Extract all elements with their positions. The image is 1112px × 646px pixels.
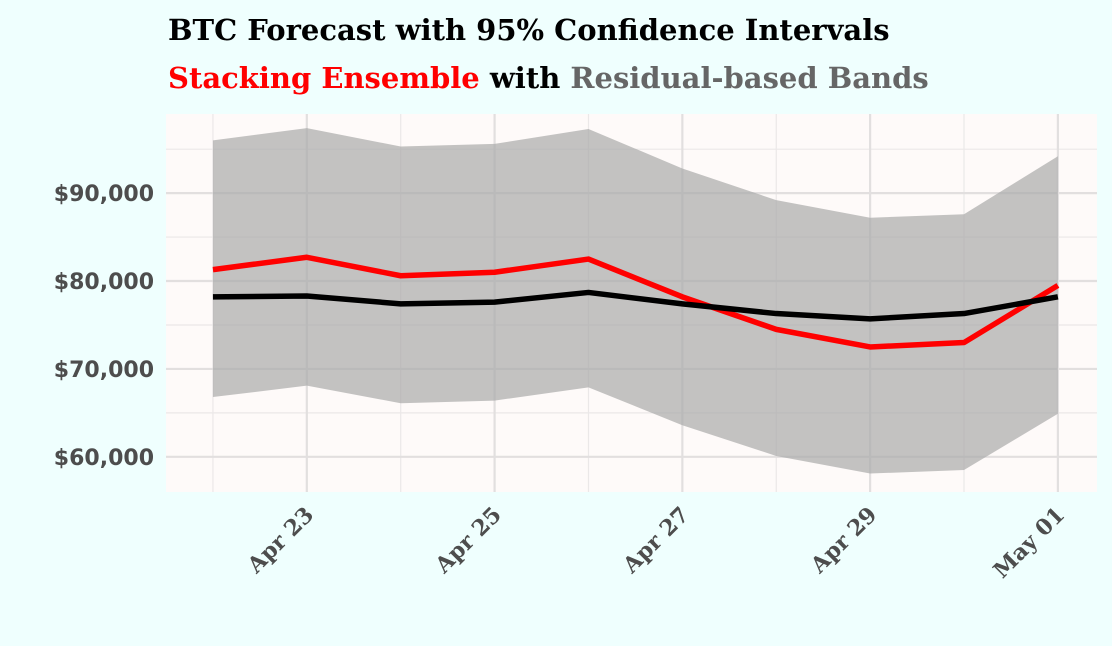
- y-tick-label: $80,000: [54, 270, 154, 295]
- plot-area: $60,000 $70,000 $80,000 $90,000 Apr 23 Apr 25…: [54, 114, 1097, 584]
- x-tick-label: Apr 25: [430, 502, 507, 579]
- series-line-1: [212, 289, 1059, 322]
- subtitle-part-with: with: [480, 61, 571, 95]
- x-tick-label: May 01: [988, 502, 1070, 584]
- series-line-0: [212, 254, 1060, 350]
- subtitle-part-ensemble: Stacking Ensemble: [168, 61, 480, 95]
- y-tick-label: $90,000: [54, 182, 154, 207]
- subtitle-part-bands: Residual-based Bands: [570, 61, 928, 95]
- y-tick-label: $60,000: [54, 446, 154, 471]
- x-tick-label: Apr 29: [805, 502, 882, 579]
- y-tick-label: $70,000: [54, 358, 154, 383]
- chart-subtitle: Stacking Ensemble with Residual-based Ba…: [168, 61, 929, 95]
- chart-title: BTC Forecast with 95% Confidence Interva…: [168, 13, 890, 47]
- x-tick-label: Apr 27: [617, 502, 694, 579]
- x-tick-label: Apr 23: [242, 502, 319, 579]
